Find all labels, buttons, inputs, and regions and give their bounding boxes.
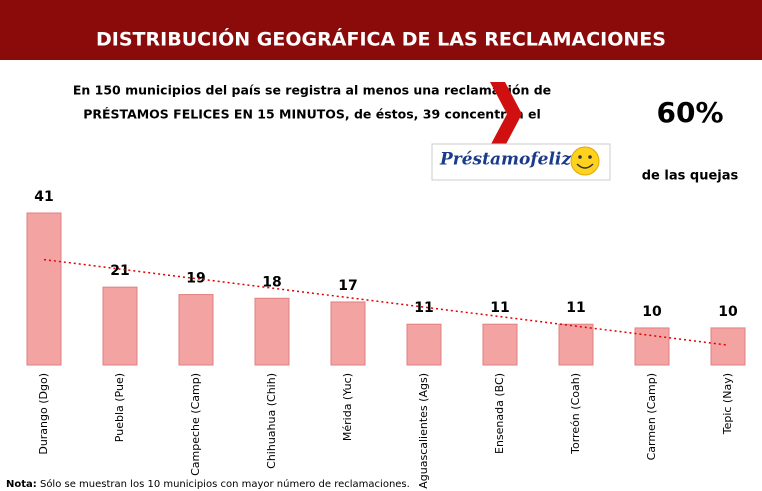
data-label: 11 bbox=[490, 300, 509, 316]
logo-tagline: en 15 min. bbox=[548, 171, 575, 177]
logo: Préstamofeliz bbox=[439, 150, 571, 170]
highlight-caption: de las quejas bbox=[642, 169, 739, 184]
x-tick-label: Campeche (Camp) bbox=[189, 373, 202, 476]
chevron bbox=[490, 82, 522, 146]
data-label: 11 bbox=[414, 300, 433, 316]
bar bbox=[178, 294, 214, 366]
header-bar bbox=[0, 0, 762, 60]
data-label: 21 bbox=[110, 263, 129, 279]
x-tick-label: Torreón (Coah) bbox=[569, 373, 582, 455]
highlight: 60% bbox=[656, 96, 723, 129]
note: Nota: Sólo se muestran los 10 municipios… bbox=[6, 478, 410, 490]
chart-title: DISTRIBUCIÓN GEOGRÁFICA DE LAS RECLAMACI… bbox=[96, 27, 666, 51]
data-label: 19 bbox=[186, 271, 205, 287]
data-label: 11 bbox=[566, 300, 585, 316]
bar bbox=[406, 323, 442, 366]
x-tick-label: Ensenada (BC) bbox=[493, 373, 506, 454]
data-label: 10 bbox=[718, 304, 738, 320]
x-tick-label: Puebla (Pue) bbox=[113, 373, 126, 442]
x-tick-label: Durango (Dgo) bbox=[37, 373, 50, 455]
bar bbox=[710, 327, 746, 366]
data-label: 10 bbox=[642, 304, 662, 320]
x-tick-label: Aguascalientes (Ags) bbox=[417, 373, 430, 489]
note-label: Nota: bbox=[6, 479, 37, 490]
smiley-eye bbox=[588, 155, 592, 159]
bar bbox=[254, 297, 290, 366]
bar bbox=[26, 212, 62, 366]
bar bbox=[558, 323, 594, 366]
x-tick-label: Carmen (Camp) bbox=[645, 373, 658, 460]
trendline bbox=[43, 258, 729, 346]
x-tick-label: Mérida (Yuc) bbox=[341, 373, 354, 441]
smiley-mouth bbox=[576, 163, 594, 169]
bar bbox=[102, 286, 138, 366]
subtitle: En 150 municipios del país se registra a… bbox=[73, 83, 551, 98]
note-text: Sólo se muestran los 10 municipios con m… bbox=[40, 478, 410, 490]
x-tick-label: Chihuahua (Chih) bbox=[265, 373, 278, 469]
bar bbox=[634, 327, 670, 366]
bar bbox=[330, 301, 366, 366]
x-tick-label: Tepic (Nay) bbox=[721, 373, 734, 435]
smiley-eye bbox=[578, 155, 582, 159]
data-label: 41 bbox=[34, 189, 53, 205]
subtitle: PRÉSTAMOS FELICES EN 15 MINUTOS, de ésto… bbox=[83, 107, 541, 122]
data-label: 18 bbox=[262, 274, 281, 290]
bar bbox=[482, 323, 518, 366]
data-label: 17 bbox=[338, 278, 357, 294]
smiley bbox=[570, 146, 600, 176]
